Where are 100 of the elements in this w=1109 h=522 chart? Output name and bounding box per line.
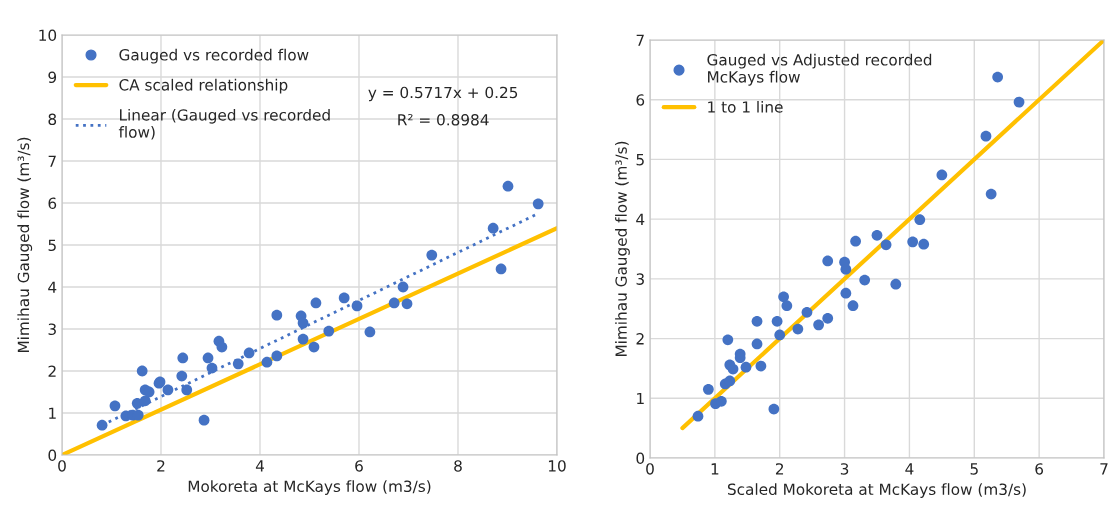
point (96, 419, 108, 431)
x-axis-title: Mokoreta at McKays flow (m3/s) (188, 480, 431, 495)
point (985, 188, 997, 200)
x-tick-label: 6 (355, 460, 363, 472)
x-tick-label: 10 (548, 460, 566, 472)
legend-label: Linear (Gauged vs recorded flow) (118, 108, 330, 140)
point (495, 263, 507, 275)
point (813, 319, 825, 331)
point (724, 375, 736, 387)
point (751, 315, 763, 327)
point (206, 362, 218, 374)
y-tick-label: 5 (48, 239, 56, 252)
point (181, 384, 193, 396)
point (364, 326, 376, 338)
point (801, 306, 813, 318)
point (778, 291, 789, 303)
y-tick-label: 2 (636, 333, 644, 345)
point (1013, 96, 1025, 108)
y-tick-label: 7 (636, 34, 644, 46)
y-tick-label: 6 (636, 94, 645, 106)
point (768, 403, 780, 415)
x-tick-label: 4 (905, 463, 914, 475)
point (751, 338, 763, 350)
y-tick-label: 2 (48, 365, 56, 377)
x-tick-label: 6 (1035, 463, 1044, 475)
x-tick-label: 7 (1100, 463, 1108, 475)
point (880, 239, 892, 251)
y-axis-title: Mimihau Gauged flow (m³/s) (615, 141, 630, 357)
point (297, 333, 309, 345)
point (871, 229, 883, 241)
point (771, 315, 783, 327)
point (243, 347, 255, 359)
y-tick-label: 1 (637, 392, 644, 405)
point (177, 352, 189, 364)
point (297, 317, 309, 329)
y-tick-label: 3 (636, 273, 644, 285)
y-tick-label: 9 (48, 71, 57, 84)
point (232, 358, 244, 370)
point (774, 329, 786, 341)
point (914, 214, 926, 226)
point (198, 414, 210, 426)
y-tick-label: 4 (636, 213, 645, 225)
point (162, 384, 174, 396)
legend-label: CA scaled relationship (119, 78, 288, 94)
y-tick-label: 5 (636, 154, 644, 166)
point (918, 238, 930, 250)
point (397, 281, 409, 293)
point (388, 297, 400, 309)
point (847, 300, 859, 312)
point (487, 222, 499, 234)
point (715, 395, 727, 407)
point (271, 309, 283, 321)
point (338, 292, 350, 304)
x-tick-label: 5 (970, 463, 978, 475)
x-tick-label: 0 (58, 460, 66, 472)
point (502, 180, 514, 192)
point (822, 255, 834, 267)
point (755, 360, 767, 372)
point (176, 370, 188, 382)
annotation: y = 0.5717x + 0.25 (368, 86, 518, 102)
x-tick-label: 8 (454, 460, 462, 472)
y-axis-title: Mimihau Gauged flow (m³/s) (17, 137, 33, 353)
point (859, 274, 871, 286)
y-tick-label: 0 (48, 449, 57, 462)
point (980, 130, 992, 142)
point (792, 323, 804, 335)
y-tick-label: 3 (48, 323, 56, 336)
y-tick-label: 1 (49, 407, 56, 419)
point (850, 235, 861, 247)
y-tick-label: 10 (39, 29, 57, 42)
point (261, 356, 273, 368)
point (310, 297, 322, 309)
point (907, 236, 919, 248)
point (351, 300, 363, 312)
x-tick-label: 4 (255, 460, 264, 472)
x-tick-label: 2 (157, 460, 165, 472)
point (702, 383, 714, 395)
point (143, 386, 155, 398)
point (722, 334, 734, 346)
x-tick-label: 3 (840, 463, 849, 475)
point (308, 341, 320, 353)
y-tick-label: 6 (48, 197, 57, 210)
x-tick-label: 0 (646, 463, 654, 475)
point (202, 352, 214, 364)
point (727, 363, 739, 375)
point (822, 312, 834, 324)
point (692, 410, 704, 422)
point (992, 71, 1004, 83)
point (136, 365, 148, 377)
y-tick-label: 4 (48, 281, 57, 293)
point (426, 249, 438, 261)
legend-label: Gauged vs recorded flow (119, 48, 309, 64)
point (139, 395, 151, 407)
point (890, 278, 902, 290)
point (532, 198, 544, 210)
point (323, 325, 335, 337)
legend-label: Gauged vs Adjusted recorded McKays flow (707, 53, 932, 86)
point (781, 300, 793, 312)
y-tick-label: 8 (48, 113, 57, 126)
point (840, 287, 852, 299)
